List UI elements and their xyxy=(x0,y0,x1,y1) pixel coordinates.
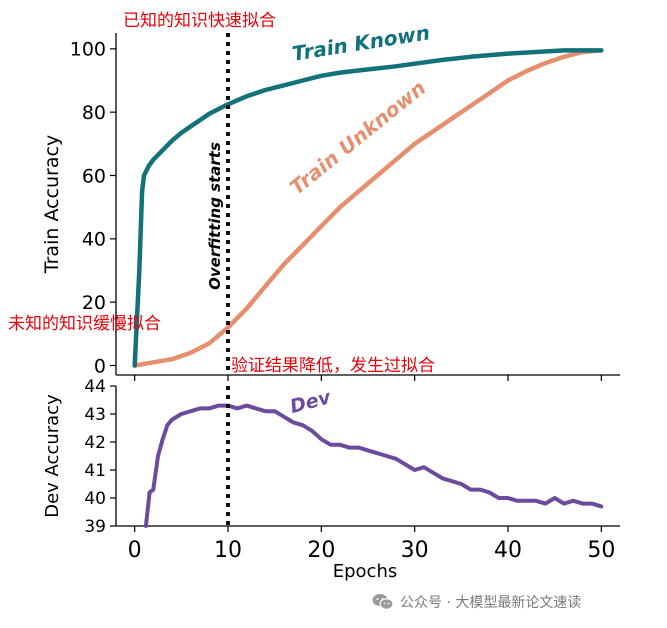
series-train-unknown xyxy=(132,48,604,368)
top-ytick-label: 60 xyxy=(82,165,106,187)
top-ytick-label: 20 xyxy=(82,292,106,314)
overfit-label: Overfitting starts xyxy=(206,142,224,290)
label-train-known: Train Known xyxy=(290,20,431,65)
bottom-xtick-label: 10 xyxy=(214,538,242,563)
top-ylabel: Train Accuracy xyxy=(41,135,63,274)
annotation-unknown-fit: 未知的知识缓慢拟合 xyxy=(8,314,161,334)
watermark-text: 公众号 · 大模型最新论文速读 xyxy=(400,595,582,611)
label-train-unknown: Train Unknown xyxy=(285,76,430,200)
bottom-xtick-label: 30 xyxy=(401,538,429,563)
dev-accuracy-panel: 39 40 41 42 43 44 0 10 20 30 40 50 Epochs Dev Accurac… xyxy=(42,377,620,582)
bottom-xtick-label: 40 xyxy=(494,538,522,563)
bottom-ylabel: Dev Accuracy xyxy=(42,394,63,518)
bottom-ytick-label: 41 xyxy=(84,461,106,481)
bottom-xtick-label: 0 xyxy=(128,538,142,563)
top-ytick-label: 0 xyxy=(94,355,106,377)
bottom-ytick-label: 44 xyxy=(84,377,106,397)
bottom-xtick-label: 20 xyxy=(307,538,335,563)
annotation-known-fit: 已知的知识快速拟合 xyxy=(123,11,276,31)
series-train-known xyxy=(132,48,604,368)
series-dev xyxy=(143,403,604,528)
label-dev: Dev xyxy=(288,386,334,418)
watermark: 公众号 · 大模型最新论文速读 xyxy=(372,592,581,612)
bottom-ytick-label: 40 xyxy=(84,489,106,509)
annotation-overfit: 验证结果降低，发生过拟合 xyxy=(231,356,435,376)
bottom-ytick-label: 39 xyxy=(84,517,106,537)
xlabel: Epochs xyxy=(333,561,398,582)
top-ytick-label: 40 xyxy=(82,229,106,251)
bottom-xtick-label: 50 xyxy=(587,538,615,563)
wechat-icon xyxy=(372,594,394,610)
bottom-ytick-label: 43 xyxy=(84,405,106,425)
top-ytick-label: 80 xyxy=(82,102,106,124)
top-ytick-label: 100 xyxy=(70,39,106,61)
bottom-ytick-label: 42 xyxy=(84,433,106,453)
